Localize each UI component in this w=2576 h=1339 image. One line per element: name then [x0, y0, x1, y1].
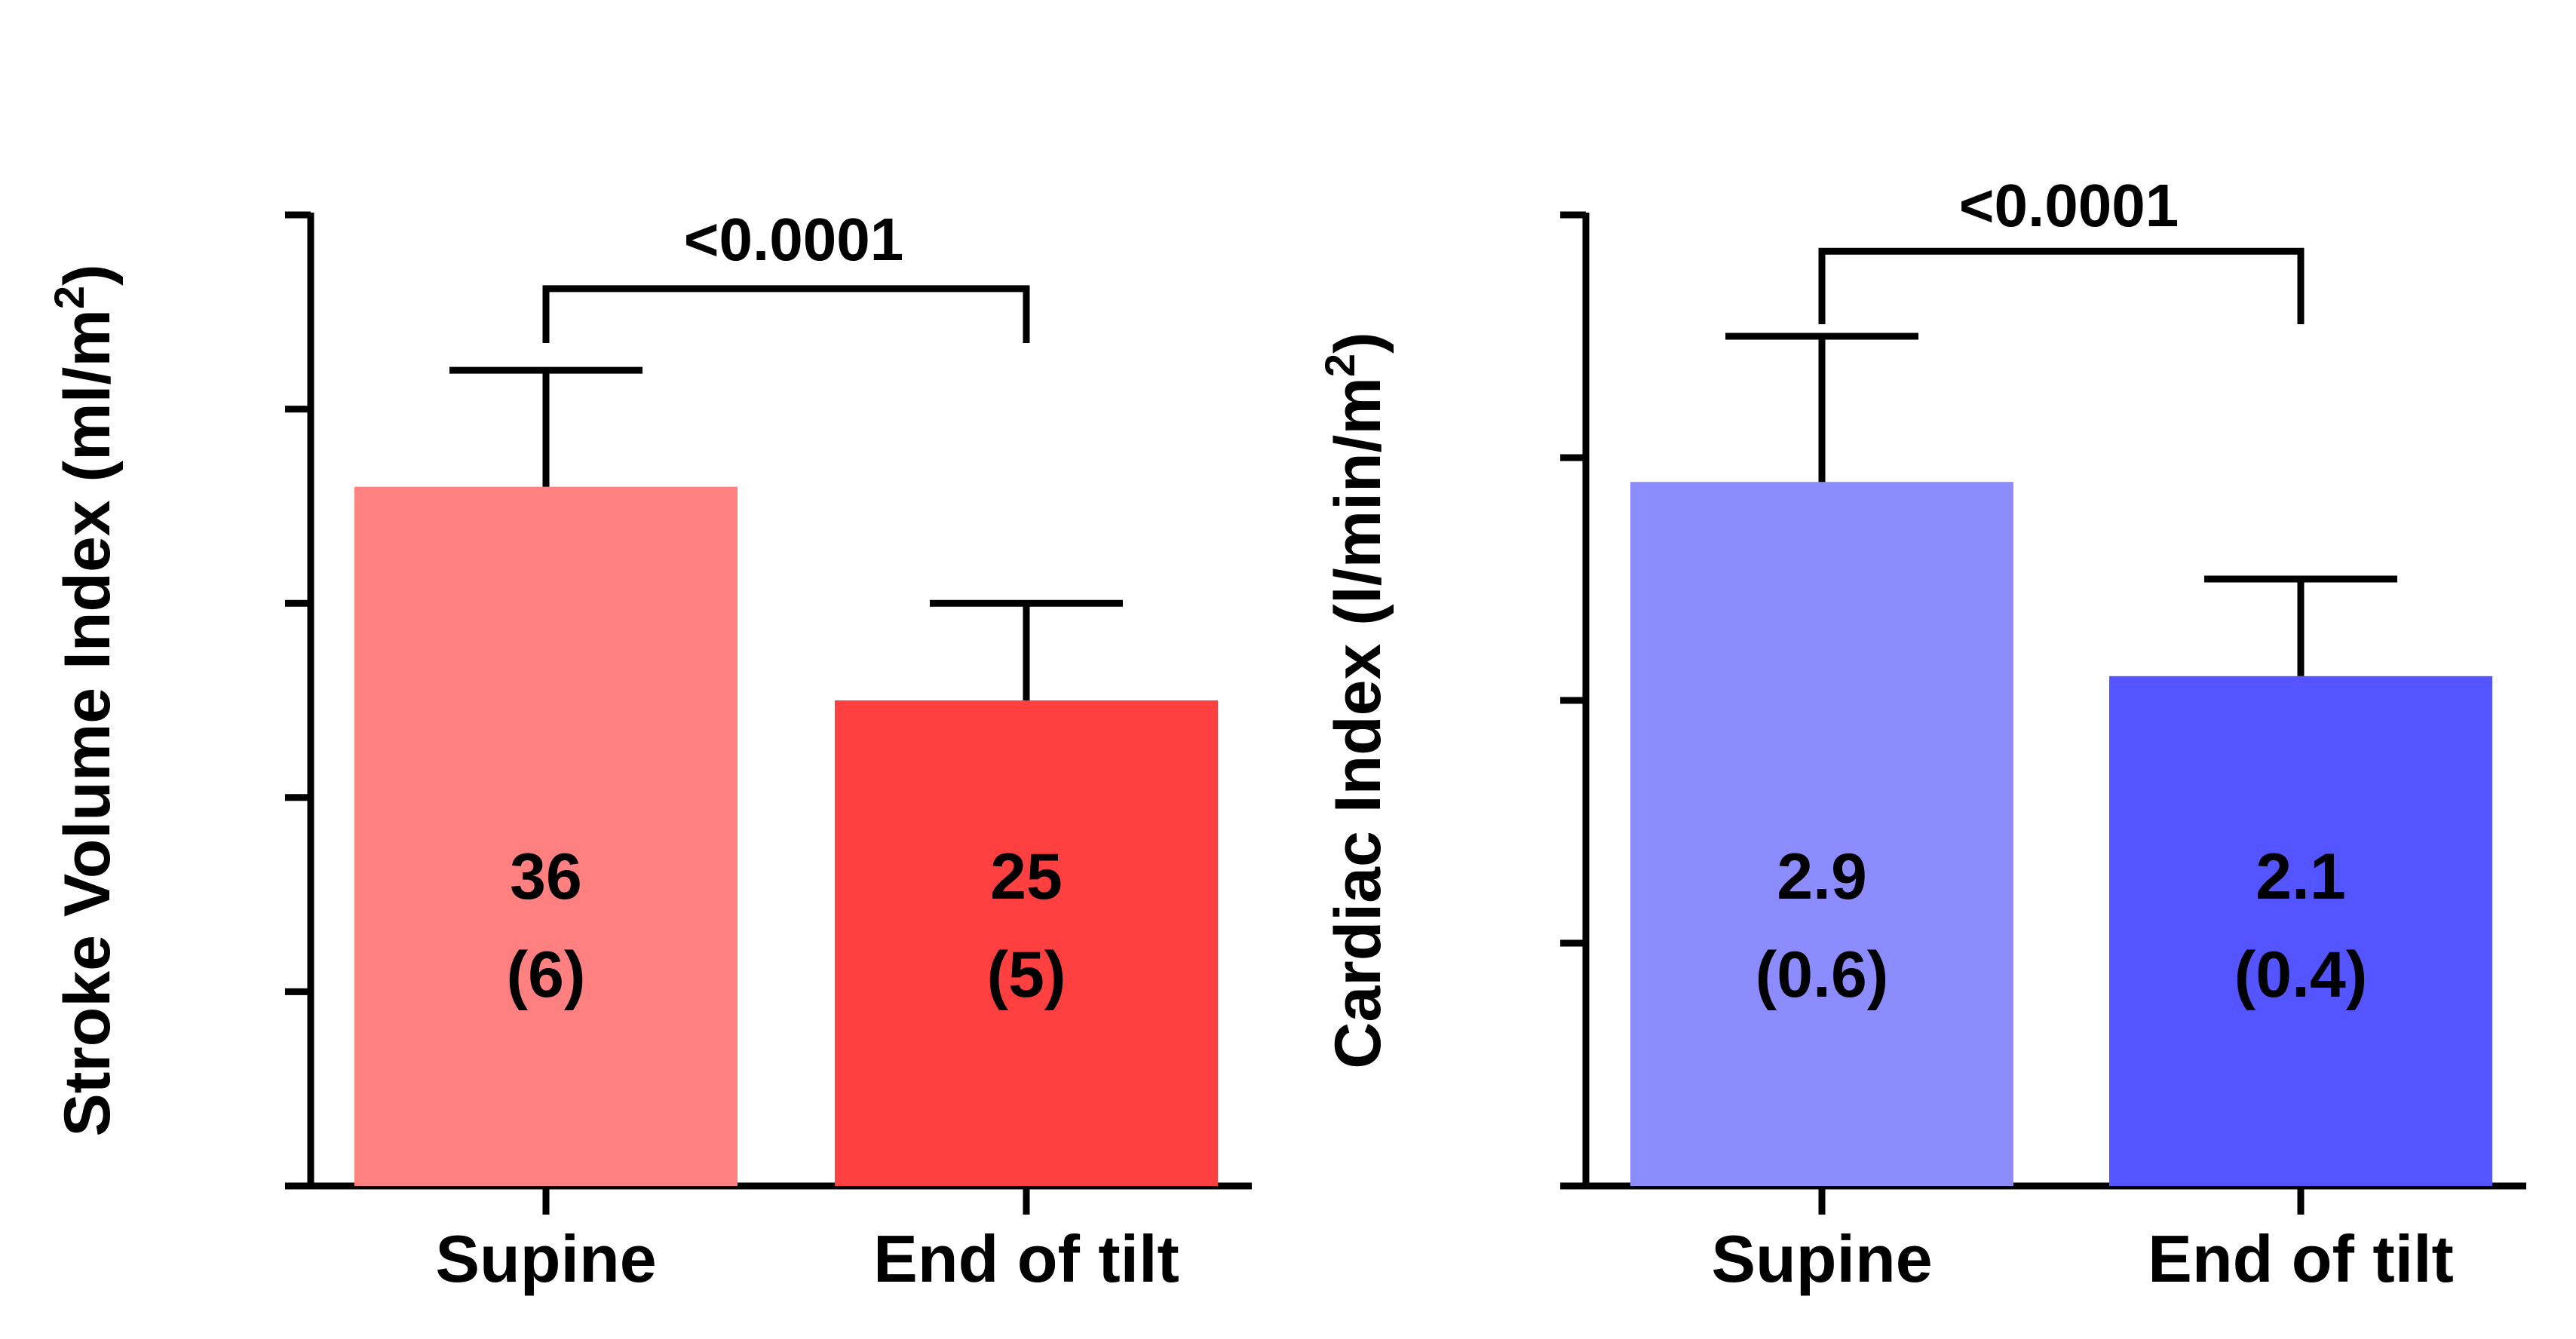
significance-label: <0.0001 — [1959, 172, 2179, 239]
significance-bracket — [1818, 247, 2305, 324]
panel-a: Stroke Volume Index (ml/m2) Supine 36 (6) En… — [45, 206, 1252, 1296]
bar-sd-label: (6) — [506, 939, 585, 1011]
bar-sd-label: (5) — [986, 939, 1066, 1011]
panel-b: Cardiac Index (l/min/m2) Supine 2.9 (0.6) En… — [1316, 172, 2526, 1296]
bar-sd-label: (0.6) — [1756, 939, 1889, 1011]
bar — [354, 486, 738, 1186]
y-axis-title-text: Cardiac Index (l/min/m — [1322, 377, 1394, 1069]
y-axis-title-close: ) — [51, 264, 124, 286]
x-tick-label: End of tilt — [873, 1221, 1179, 1296]
y-axis-title-close: ) — [1322, 332, 1394, 354]
significance-bracket — [542, 285, 1030, 343]
x-tick-label: Supine — [435, 1221, 656, 1296]
y-axis-title-superscript: 2 — [45, 286, 93, 309]
bar — [2109, 676, 2492, 1186]
bar — [1630, 482, 2013, 1186]
bar-sd-label: (0.4) — [2234, 939, 2368, 1011]
y-axis-title-superscript: 2 — [1316, 354, 1363, 377]
y-axis-title: Cardiac Index (l/min/m2) — [1316, 332, 1394, 1068]
bar-value-label: 36 — [510, 841, 582, 913]
x-tick-label: Supine — [1711, 1221, 1932, 1296]
y-axis-title-text: Stroke Volume Index (ml/m — [51, 309, 124, 1137]
bar-value-label: 2.9 — [1777, 841, 1867, 913]
y-axis-title: Stroke Volume Index (ml/m2) — [45, 264, 124, 1136]
bar — [835, 700, 1218, 1186]
bar-value-label: 2.1 — [2256, 841, 2346, 913]
bar-value-label: 25 — [990, 841, 1063, 913]
significance-label: <0.0001 — [684, 206, 903, 273]
x-tick-label: End of tilt — [2148, 1221, 2454, 1296]
